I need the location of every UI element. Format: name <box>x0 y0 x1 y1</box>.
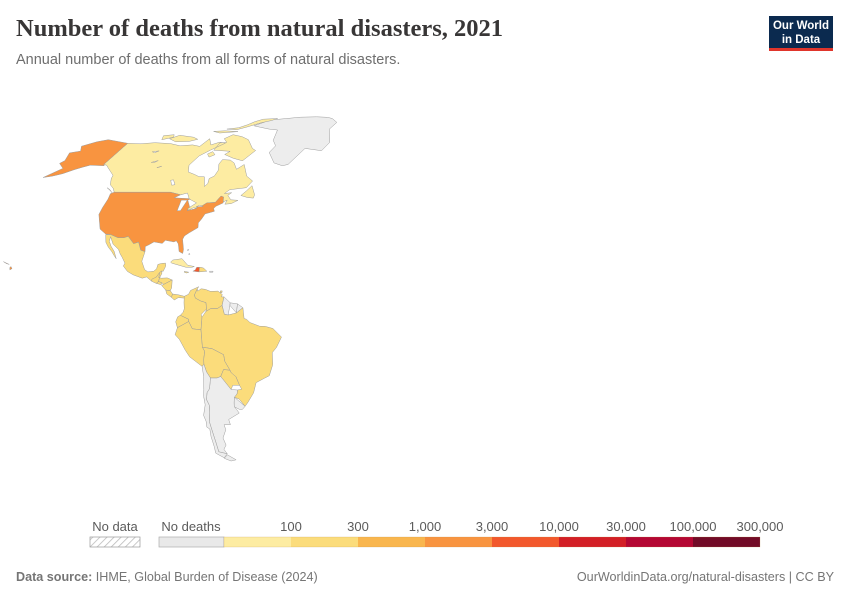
svg-text:100: 100 <box>280 519 302 534</box>
svg-text:100,000: 100,000 <box>670 519 717 534</box>
svg-text:1,000: 1,000 <box>409 519 442 534</box>
svg-text:300,000: 300,000 <box>737 519 784 534</box>
svg-text:No data: No data <box>92 519 138 534</box>
svg-text:30,000: 30,000 <box>606 519 646 534</box>
svg-text:300: 300 <box>347 519 369 534</box>
svg-text:No deaths: No deaths <box>161 519 221 534</box>
svg-text:10,000: 10,000 <box>539 519 579 534</box>
svg-text:3,000: 3,000 <box>476 519 509 534</box>
